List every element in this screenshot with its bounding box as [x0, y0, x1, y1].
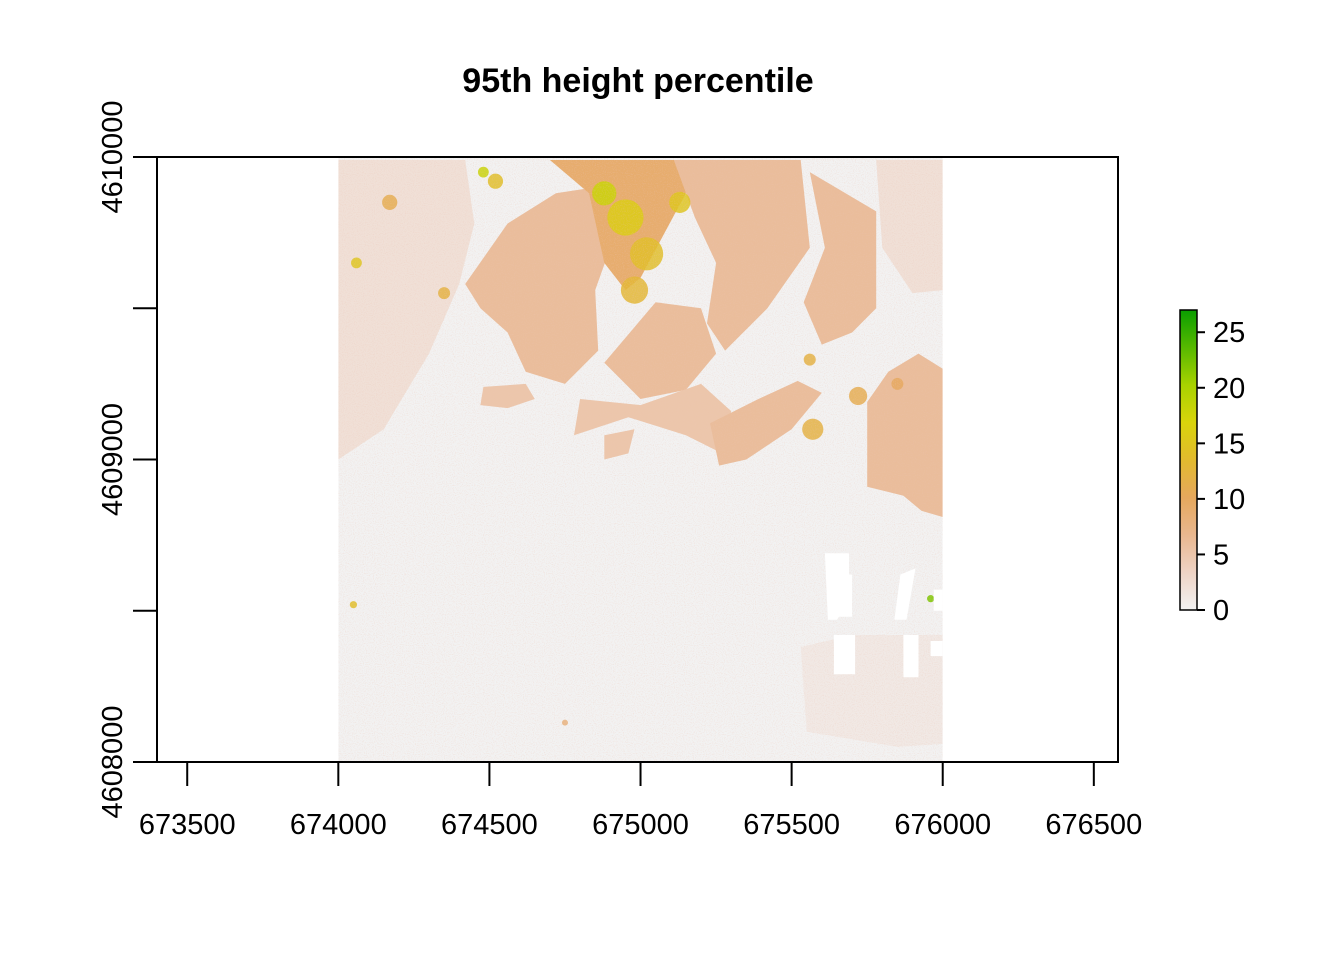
raster-nodata-hall-b [833, 574, 853, 617]
raster-nodata-hall-f [933, 589, 943, 611]
x-axis: 673500 674000 674500 675000 675500 676000 6765… [139, 761, 1142, 841]
raster-image [338, 157, 943, 762]
legend-tick-label: 5 [1213, 539, 1229, 571]
y-tick-label: 4608000 [97, 706, 129, 819]
raster-nodata-hall-d [894, 568, 916, 620]
legend-color-bar [1179, 309, 1198, 611]
raster-nodata-hall-e [903, 635, 919, 678]
legend-tick-label: 15 [1213, 428, 1245, 460]
x-tick-label: 674500 [441, 809, 538, 841]
y-axis: 4608000 4609000 4610000 [97, 101, 158, 819]
legend-tick-label: 10 [1213, 484, 1245, 516]
legend-tick-label: 25 [1213, 317, 1245, 349]
raster-nodata-hall-c [833, 635, 856, 675]
x-tick-label: 675500 [743, 809, 840, 841]
raster-nodata-hall-g [930, 641, 943, 657]
x-tick-label: 674000 [290, 809, 387, 841]
y-tick-label: 4610000 [97, 101, 129, 214]
color-legend: 0 5 10 15 20 25 [1179, 309, 1245, 627]
chart-title: 95th height percentile [462, 62, 813, 100]
x-tick-label: 673500 [139, 809, 236, 841]
x-tick-label: 675000 [592, 809, 689, 841]
x-tick-label: 676500 [1045, 809, 1142, 841]
legend-tick-label: 0 [1213, 595, 1229, 627]
y-tick-label: 4609000 [97, 403, 129, 516]
legend-tick-label: 20 [1213, 373, 1245, 405]
x-tick-label: 676000 [894, 809, 991, 841]
